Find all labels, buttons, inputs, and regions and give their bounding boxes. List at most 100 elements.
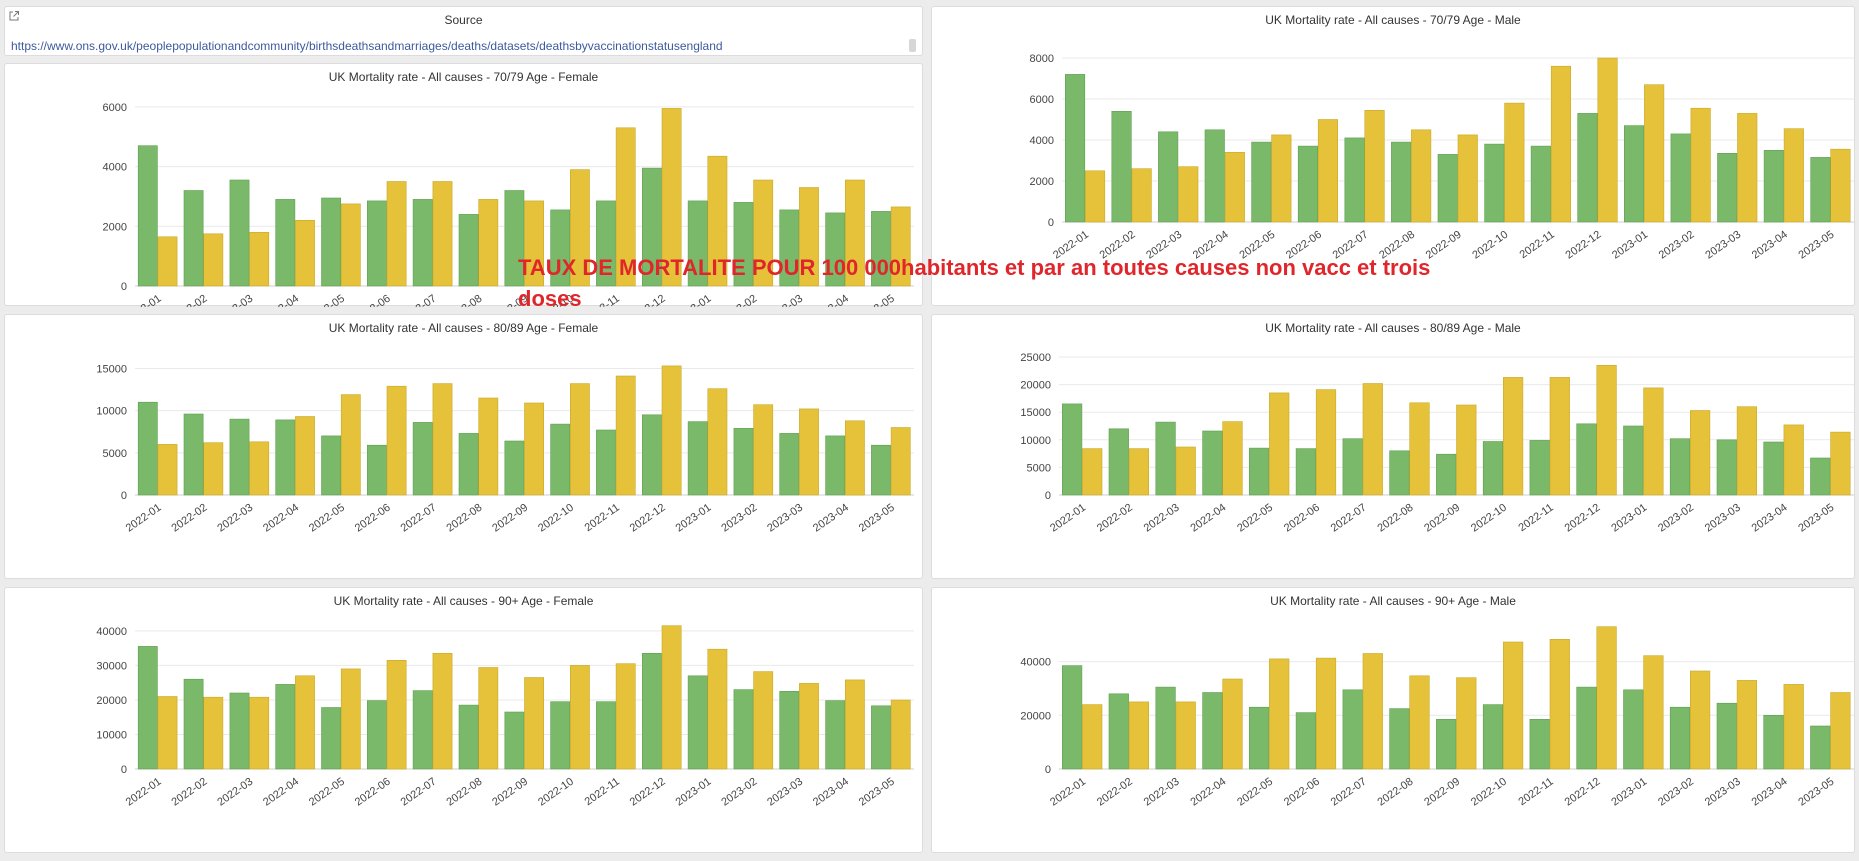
bar <box>386 660 407 770</box>
x-tick-label: 2023-02 <box>1657 229 1697 262</box>
chart-panel-female-70-79: UK Mortality rate - All causes - 70/79 A… <box>4 63 923 307</box>
x-tick-label: 2022-02 <box>169 293 209 307</box>
bar <box>275 684 296 770</box>
bar <box>641 653 662 770</box>
y-tick-label: 8000 <box>1030 53 1054 65</box>
bar <box>1810 157 1831 223</box>
bar <box>412 690 433 770</box>
bar <box>295 675 315 770</box>
x-tick-label: 2023-03 <box>765 502 805 535</box>
y-tick-label: 0 <box>121 281 127 293</box>
x-tick-label: 2022-08 <box>1375 502 1415 535</box>
x-tick-label: 2022-01 <box>124 502 164 535</box>
bar <box>1409 402 1430 496</box>
bar <box>1596 626 1617 770</box>
bar <box>779 209 800 287</box>
bar <box>412 199 433 287</box>
scrollbar-thumb[interactable] <box>909 39 916 52</box>
bar <box>1175 446 1196 496</box>
source-panel: Source https://www.ons.gov.uk/peoplepopu… <box>4 6 923 56</box>
bar <box>615 127 636 287</box>
bar <box>1065 74 1086 223</box>
bar <box>1082 448 1103 496</box>
bar <box>1623 689 1644 770</box>
x-tick-label: 2022-11 <box>583 776 622 809</box>
bar <box>1596 364 1617 496</box>
chart-title: UK Mortality rate - All causes - 70/79 A… <box>328 70 599 84</box>
x-tick-label: 2022-04 <box>261 776 301 809</box>
x-tick-label: 2022-08 <box>444 293 484 307</box>
chart-panel-male-90: UK Mortality rate - All causes - 90+ Age… <box>931 587 1855 853</box>
x-tick-label: 2022-09 <box>490 776 530 809</box>
bar <box>229 692 250 770</box>
bar <box>1108 693 1129 770</box>
y-tick-label: 30000 <box>96 660 127 672</box>
x-tick-label: 2022-03 <box>215 293 255 307</box>
bar <box>550 701 571 770</box>
bar <box>1783 684 1804 770</box>
x-tick-label: 2023-02 <box>719 502 759 535</box>
bar <box>295 220 315 287</box>
bar <box>1577 113 1598 223</box>
bar <box>641 167 662 287</box>
bar <box>1530 145 1551 223</box>
bar <box>1549 377 1570 496</box>
bar <box>524 200 545 287</box>
bar <box>340 203 361 287</box>
x-tick-label: 2023-04 <box>1750 776 1790 809</box>
bar <box>1690 107 1711 223</box>
bar <box>1131 168 1152 223</box>
bar <box>524 402 545 496</box>
y-tick-label: 40000 <box>96 626 127 638</box>
x-tick-label: 2022-07 <box>1329 776 1369 809</box>
bar <box>1155 686 1176 770</box>
bar <box>890 699 911 770</box>
bar <box>1295 712 1317 770</box>
bar <box>1364 110 1385 223</box>
bar <box>753 671 774 770</box>
bar <box>1082 704 1103 770</box>
bar <box>1204 129 1225 223</box>
y-tick-label: 2000 <box>1030 176 1054 188</box>
x-tick-label: 2022-12 <box>1563 776 1603 809</box>
y-tick-label: 6000 <box>103 102 127 114</box>
bar <box>1737 113 1758 223</box>
bar <box>1128 701 1150 770</box>
x-tick-label: 2023-03 <box>765 776 805 809</box>
y-tick-label: 0 <box>121 764 127 776</box>
bar <box>249 441 270 496</box>
x-tick-label: 2022-02 <box>1095 502 1135 535</box>
bar <box>1550 65 1572 223</box>
bar <box>340 394 361 496</box>
bar <box>504 440 525 496</box>
chart-panel-female-90: UK Mortality rate - All causes - 90+ Age… <box>4 587 923 853</box>
bar <box>871 444 891 496</box>
bar <box>1362 653 1383 770</box>
x-tick-label: 2022-06 <box>353 293 393 307</box>
bar <box>137 401 158 496</box>
bar <box>569 383 590 496</box>
bar <box>137 646 158 770</box>
bar <box>1389 708 1410 770</box>
chart-title: UK Mortality rate - All causes - 80/89 A… <box>1265 321 1521 335</box>
chart-title: UK Mortality rate - All causes - 90+ Age… <box>1270 594 1516 608</box>
bar <box>1643 387 1664 496</box>
bar <box>1248 706 1270 770</box>
x-tick-label: 2023-02 <box>719 776 759 809</box>
bar <box>1763 150 1784 223</box>
y-tick-label: 15000 <box>96 363 127 375</box>
y-tick-label: 0 <box>1045 764 1051 776</box>
x-tick-label: 2022-11 <box>1516 776 1555 809</box>
x-tick-label: 2022-12 <box>628 502 668 535</box>
x-tick-label: 2022-04 <box>1188 776 1228 809</box>
bar <box>1389 450 1410 496</box>
external-link-icon[interactable] <box>8 10 20 22</box>
x-tick-label: 2022-07 <box>399 776 439 809</box>
bar <box>844 420 865 496</box>
bar <box>1108 428 1129 496</box>
bar <box>707 155 728 287</box>
bar <box>478 397 499 496</box>
source-link[interactable]: https://www.ons.gov.uk/peoplepopulationa… <box>11 39 723 53</box>
